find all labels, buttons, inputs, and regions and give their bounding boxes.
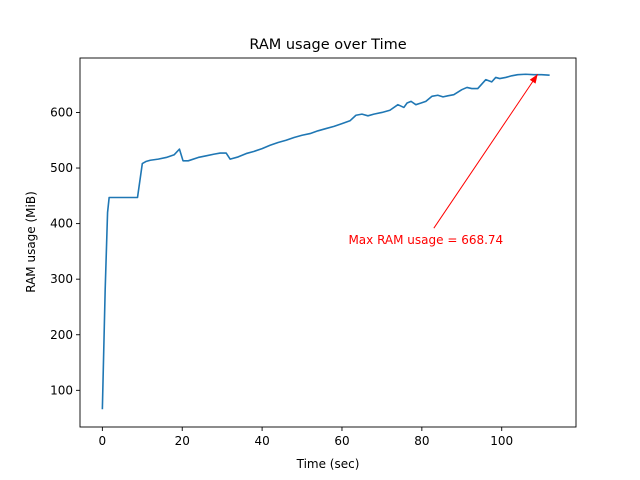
- y-tick-label: 300: [50, 272, 73, 286]
- y-tick-label: 600: [50, 105, 73, 119]
- x-tick-label: 80: [414, 434, 429, 448]
- y-tick-label: 400: [50, 217, 73, 231]
- y-axis-title: RAM usage (MiB): [24, 191, 38, 293]
- axes-frame: [79, 57, 577, 428]
- x-tick-label: 20: [175, 434, 190, 448]
- y-tick-label: 200: [50, 328, 73, 342]
- plot-area: 0 20 40 60 80 100 100 200 300 400 500 600 Max RAM us…: [50, 57, 577, 448]
- annotation-arrow-line: [433, 73, 539, 229]
- y-tick-label: 100: [50, 383, 73, 397]
- x-tick-label: 40: [254, 434, 269, 448]
- x-axis-title: Time (sec): [296, 457, 360, 471]
- annotation-text: Max RAM usage = 668.74: [348, 233, 503, 247]
- chart-title: RAM usage over Time: [249, 37, 406, 53]
- x-tick-label: 100: [490, 434, 513, 448]
- x-tick-label: 60: [334, 434, 349, 448]
- y-tick-label: 500: [50, 161, 73, 175]
- annotation-arrowhead: [529, 74, 538, 84]
- series-line-0: [101, 73, 550, 410]
- x-tick-label: 0: [99, 434, 107, 448]
